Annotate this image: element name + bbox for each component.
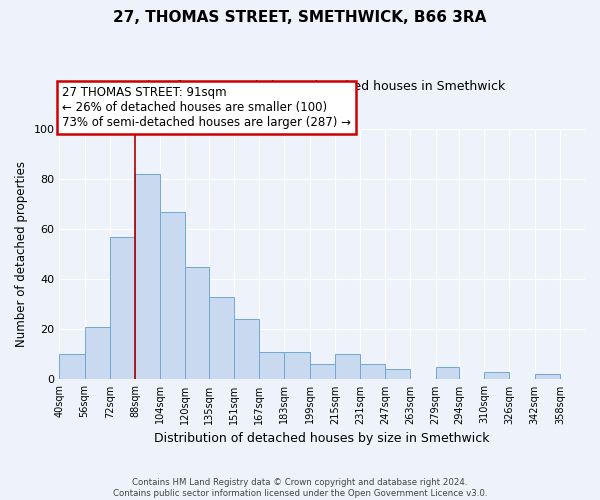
Y-axis label: Number of detached properties: Number of detached properties [15,161,28,347]
Title: Size of property relative to detached houses in Smethwick: Size of property relative to detached ho… [139,80,505,93]
Bar [535,374,560,380]
Bar [209,297,234,380]
Text: 27 THOMAS STREET: 91sqm
← 26% of detached houses are smaller (100)
73% of semi-d: 27 THOMAS STREET: 91sqm ← 26% of detache… [62,86,351,129]
Text: 27, THOMAS STREET, SMETHWICK, B66 3RA: 27, THOMAS STREET, SMETHWICK, B66 3RA [113,10,487,25]
Bar [436,367,459,380]
Bar [385,370,410,380]
Bar [160,212,185,380]
Bar [360,364,385,380]
X-axis label: Distribution of detached houses by size in Smethwick: Distribution of detached houses by size … [154,432,490,445]
Bar [59,354,85,380]
Bar [284,352,310,380]
Bar [310,364,335,380]
Bar [484,372,509,380]
Bar [234,320,259,380]
Bar [335,354,360,380]
Bar [135,174,160,380]
Bar [185,266,209,380]
Bar [259,352,284,380]
Bar [110,236,135,380]
Text: Contains HM Land Registry data © Crown copyright and database right 2024.
Contai: Contains HM Land Registry data © Crown c… [113,478,487,498]
Bar [85,327,110,380]
